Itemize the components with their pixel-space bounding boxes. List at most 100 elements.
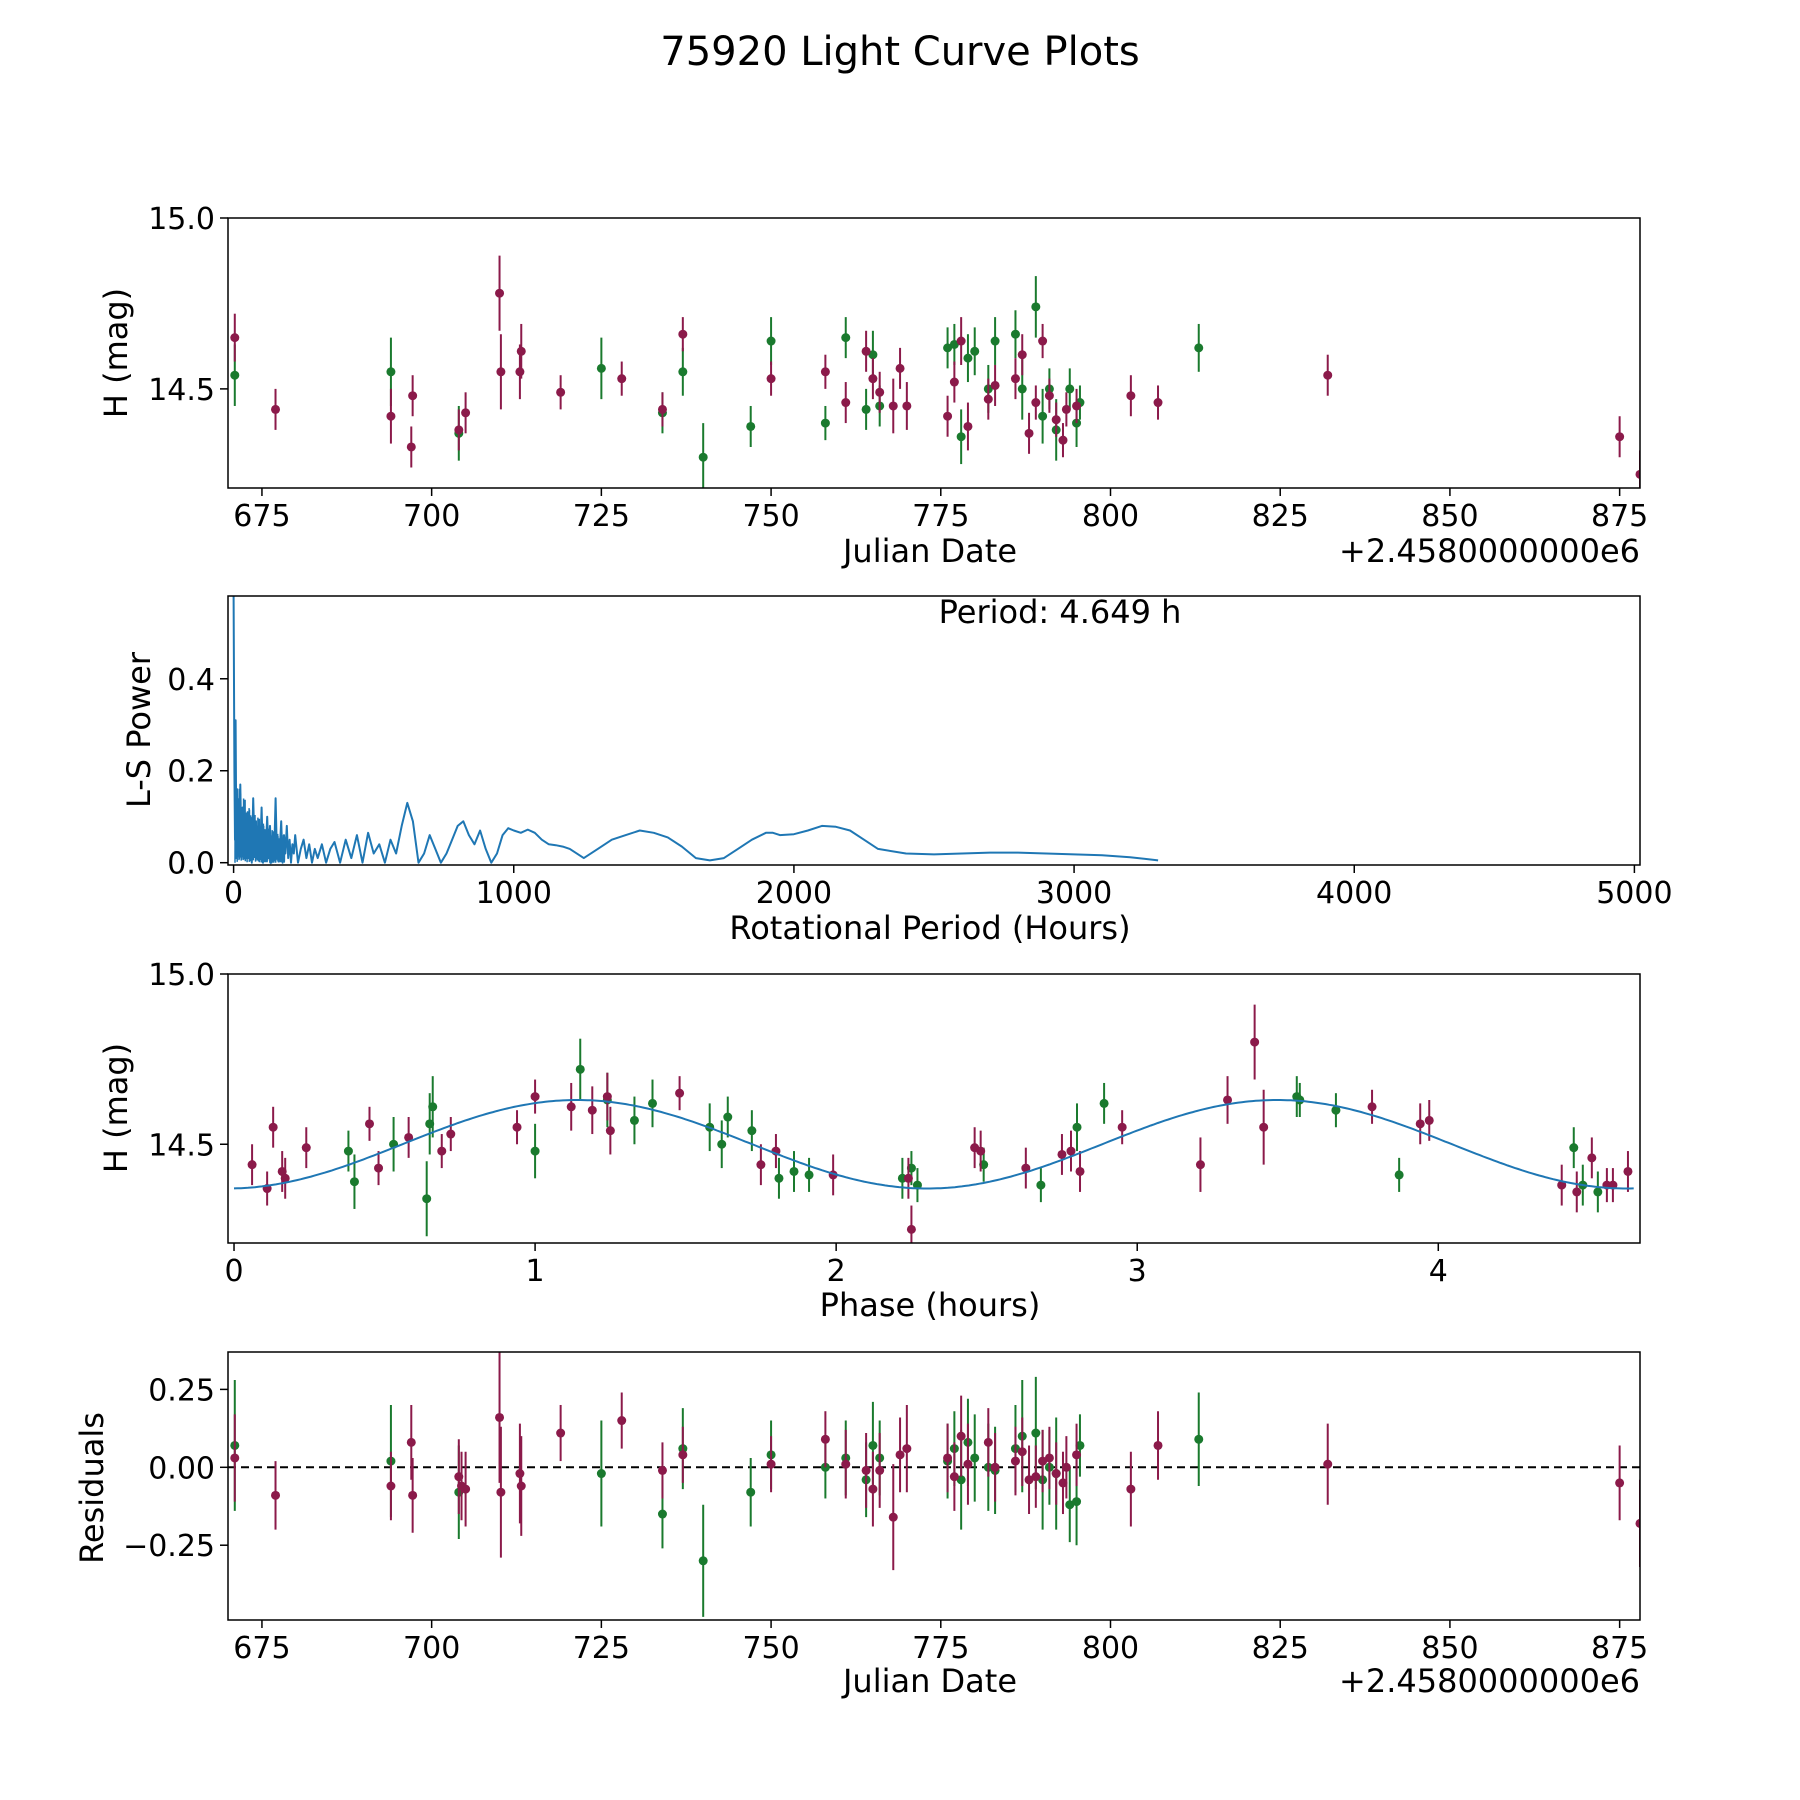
data-point [495,288,505,298]
data-point [766,374,776,384]
data-point [983,394,993,404]
data-point [495,1412,505,1422]
data-point [617,1416,627,1426]
figure-title: 75920 Light Curve Plots [660,29,1139,75]
data-point [515,1469,525,1479]
x-tick-label: 725 [573,1631,630,1666]
data-point [1072,1122,1082,1132]
x-tick-label: 0 [224,876,243,911]
data-point [516,346,526,356]
x-tick-label: 675 [233,1631,290,1666]
data-point [906,1224,916,1234]
data-point [566,1102,576,1112]
x-tick-label: 2000 [756,876,832,911]
phase-xlabel: Phase (hours) [820,1286,1041,1324]
resid-offset-label: +2.4580000000e6 [1339,1662,1640,1700]
ls-period-annotation: Period: 4.649 h [939,593,1182,631]
data-point [496,367,506,377]
data-point [1038,411,1048,421]
data-point [575,1064,585,1074]
data-point [1058,435,1068,445]
data-point [1031,1428,1041,1438]
data-point [1587,1153,1597,1163]
data-point [678,1450,688,1460]
data-point [605,1126,615,1136]
data-point [301,1143,311,1153]
data-point [386,411,396,421]
data-point [1117,1122,1127,1132]
data-point [1223,1095,1233,1105]
data-point [230,1453,240,1463]
y-tick-label: −0.25 [123,1529,215,1564]
data-point [990,380,1000,390]
data-point [949,339,959,349]
x-tick-label: 700 [403,499,460,534]
data-point [617,374,627,384]
data-point [454,425,464,435]
resid-plot-area [228,1352,1640,1617]
x-tick-label: 800 [1082,499,1139,534]
y-tick-label: 14.5 [148,373,215,408]
data-point [1051,415,1061,425]
data-point [1036,1180,1046,1190]
data-point [1031,302,1041,312]
data-point [1024,428,1034,438]
data-point [1066,1146,1076,1156]
data-point [1031,1472,1041,1482]
y-tick-label: 15.0 [148,202,215,237]
x-tick-label: 875 [1591,1631,1648,1666]
data-point [408,1490,418,1500]
ls-ylabel: L-S Power [120,651,158,808]
lc-series-maroon [230,255,1640,488]
data-point [587,1105,597,1115]
x-tick-label: 775 [912,499,969,534]
data-point [841,398,851,408]
data-point [404,1132,414,1142]
phase-axes-frame [227,973,1641,1244]
data-point [902,401,912,411]
data-point [1572,1187,1582,1197]
data-point [1021,1163,1031,1173]
data-point [956,432,966,442]
data-point [861,404,871,414]
data-point [1075,1166,1085,1176]
data-point [868,1484,878,1494]
data-point [530,1146,540,1156]
data-point [386,1481,396,1491]
data-point [1065,384,1075,394]
data-point [1635,469,1640,479]
data-point [596,363,606,373]
data-point [1017,384,1027,394]
data-point [1126,1484,1136,1494]
y-tick-label: 0.0 [167,847,215,882]
data-point [271,404,281,414]
data-point [1424,1115,1434,1125]
data-point [406,442,416,452]
data-point [1153,398,1163,408]
data-point [789,1166,799,1176]
data-point [861,346,871,356]
data-point [374,1163,384,1173]
data-point [1099,1098,1109,1108]
power-forest [234,785,287,865]
data-point [629,1115,639,1125]
data-point [903,1173,913,1183]
data-point [1038,1456,1048,1466]
data-point [875,1465,885,1475]
x-tick-label: 2 [827,1254,846,1289]
data-point [1044,1453,1054,1463]
data-point [1010,374,1020,384]
x-tick-label: 850 [1421,1631,1478,1666]
data-point [1194,343,1204,353]
x-tick-label: 3 [1128,1254,1147,1289]
x-tick-label: 1000 [476,876,552,911]
data-point [820,1434,830,1444]
data-point [956,1431,966,1441]
x-tick-label: 5000 [1596,876,1672,911]
x-tick-label: 800 [1082,1631,1139,1666]
data-point [657,1465,667,1475]
data-point [1194,1434,1204,1444]
x-tick-label: 825 [1252,1631,1309,1666]
data-point [841,1459,851,1469]
